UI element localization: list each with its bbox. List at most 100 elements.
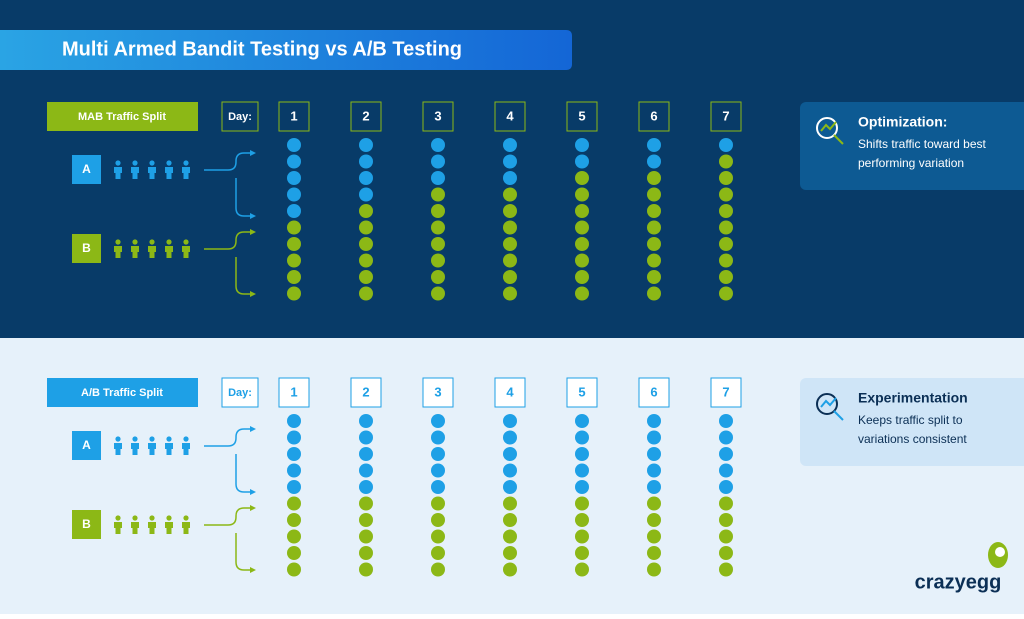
day-number: 5 bbox=[578, 384, 585, 399]
traffic-dot-b bbox=[431, 546, 445, 560]
traffic-dot-a bbox=[431, 480, 445, 494]
traffic-dot-b bbox=[503, 270, 517, 284]
day-number: 4 bbox=[506, 108, 514, 123]
day-box bbox=[494, 377, 526, 408]
person-icon bbox=[166, 160, 172, 166]
person-icon bbox=[148, 522, 156, 534]
person-icon bbox=[115, 239, 121, 245]
traffic-dot-a bbox=[287, 204, 301, 218]
day-box bbox=[638, 101, 670, 132]
traffic-dot-b bbox=[647, 220, 661, 235]
person-icon bbox=[132, 436, 138, 442]
card-text: performing variation bbox=[858, 156, 964, 170]
person-icon bbox=[148, 443, 156, 455]
person-icon bbox=[149, 160, 155, 166]
traffic-dot-b bbox=[359, 237, 373, 251]
traffic-dot-a bbox=[719, 463, 733, 478]
traffic-dot-b bbox=[647, 270, 661, 284]
person-icon bbox=[149, 515, 155, 521]
traffic-dot-a bbox=[719, 414, 733, 428]
info-card bbox=[800, 102, 1024, 190]
person-icon bbox=[131, 246, 139, 258]
traffic-dot-a bbox=[575, 154, 589, 169]
traffic-dot-b bbox=[431, 187, 445, 202]
day-number: 3 bbox=[434, 108, 441, 123]
traffic-dot-a bbox=[431, 430, 445, 445]
day-number: 2 bbox=[362, 108, 369, 123]
title: Multi Armed Bandit Testing vs A/B Testin… bbox=[62, 38, 462, 60]
traffic-dot-a bbox=[359, 414, 373, 428]
traffic-dot-b bbox=[359, 286, 373, 301]
day-number: 6 bbox=[650, 384, 657, 399]
traffic-dot-b bbox=[359, 204, 373, 218]
person-icon bbox=[182, 522, 190, 534]
traffic-dot-a bbox=[287, 480, 301, 494]
variant-label: A bbox=[82, 438, 91, 452]
person-icon bbox=[115, 515, 121, 521]
traffic-dot-a bbox=[359, 463, 373, 478]
traffic-dot-a bbox=[503, 430, 517, 445]
day-label: Day: bbox=[228, 387, 252, 399]
person-icon bbox=[114, 167, 122, 179]
day-number: 1 bbox=[290, 384, 297, 399]
traffic-dot-b bbox=[431, 529, 445, 544]
traffic-dot-a bbox=[503, 480, 517, 494]
traffic-dot-b bbox=[287, 286, 301, 301]
traffic-dot-a bbox=[359, 480, 373, 494]
traffic-dot-b bbox=[431, 270, 445, 284]
traffic-dot-b bbox=[287, 220, 301, 235]
day-number: 1 bbox=[290, 108, 297, 123]
traffic-dot-b bbox=[431, 253, 445, 268]
day-number: 5 bbox=[578, 108, 585, 123]
traffic-dot-b bbox=[575, 529, 589, 544]
traffic-dot-b bbox=[575, 513, 589, 527]
person-icon bbox=[165, 246, 173, 258]
traffic-dot-b bbox=[575, 546, 589, 560]
traffic-dot-b bbox=[719, 154, 733, 169]
traffic-dot-b bbox=[431, 220, 445, 235]
traffic-dot-b bbox=[575, 253, 589, 268]
person-icon bbox=[165, 522, 173, 534]
traffic-dot-b bbox=[647, 204, 661, 218]
traffic-dot-a bbox=[575, 138, 589, 152]
traffic-dot-b bbox=[431, 204, 445, 218]
traffic-dot-a bbox=[719, 138, 733, 152]
traffic-dot-b bbox=[359, 513, 373, 527]
person-icon bbox=[132, 160, 138, 166]
traffic-dot-b bbox=[719, 220, 733, 235]
traffic-dot-b bbox=[647, 513, 661, 527]
traffic-dot-a bbox=[431, 463, 445, 478]
person-icon bbox=[183, 239, 189, 245]
traffic-dot-a bbox=[719, 430, 733, 445]
traffic-dot-a bbox=[431, 138, 445, 152]
day-number: 3 bbox=[434, 384, 441, 399]
traffic-dot-b bbox=[719, 187, 733, 202]
traffic-dot-b bbox=[719, 253, 733, 268]
traffic-dot-a bbox=[287, 430, 301, 445]
traffic-dot-a bbox=[503, 463, 517, 478]
day-label-box bbox=[221, 377, 259, 408]
traffic-dot-a bbox=[575, 414, 589, 428]
traffic-dot-b bbox=[431, 237, 445, 251]
traffic-dot-b bbox=[575, 562, 589, 577]
traffic-dot-a bbox=[431, 447, 445, 461]
traffic-dot-b bbox=[359, 220, 373, 235]
traffic-dot-a bbox=[575, 430, 589, 445]
traffic-dot-b bbox=[647, 253, 661, 268]
traffic-dot-a bbox=[503, 447, 517, 461]
magnifier-icon bbox=[816, 117, 838, 139]
traffic-dot-b bbox=[719, 171, 733, 185]
day-box bbox=[566, 377, 598, 408]
day-box bbox=[494, 101, 526, 132]
traffic-dot-b bbox=[719, 237, 733, 251]
person-icon bbox=[149, 239, 155, 245]
traffic-dot-b bbox=[287, 253, 301, 268]
traffic-dot-b bbox=[575, 171, 589, 185]
day-box bbox=[422, 377, 454, 408]
traffic-dot-b bbox=[647, 529, 661, 544]
traffic-dot-b bbox=[647, 286, 661, 301]
person-icon bbox=[131, 167, 139, 179]
card-text: variations consistent bbox=[858, 432, 967, 446]
traffic-dot-b bbox=[575, 204, 589, 218]
